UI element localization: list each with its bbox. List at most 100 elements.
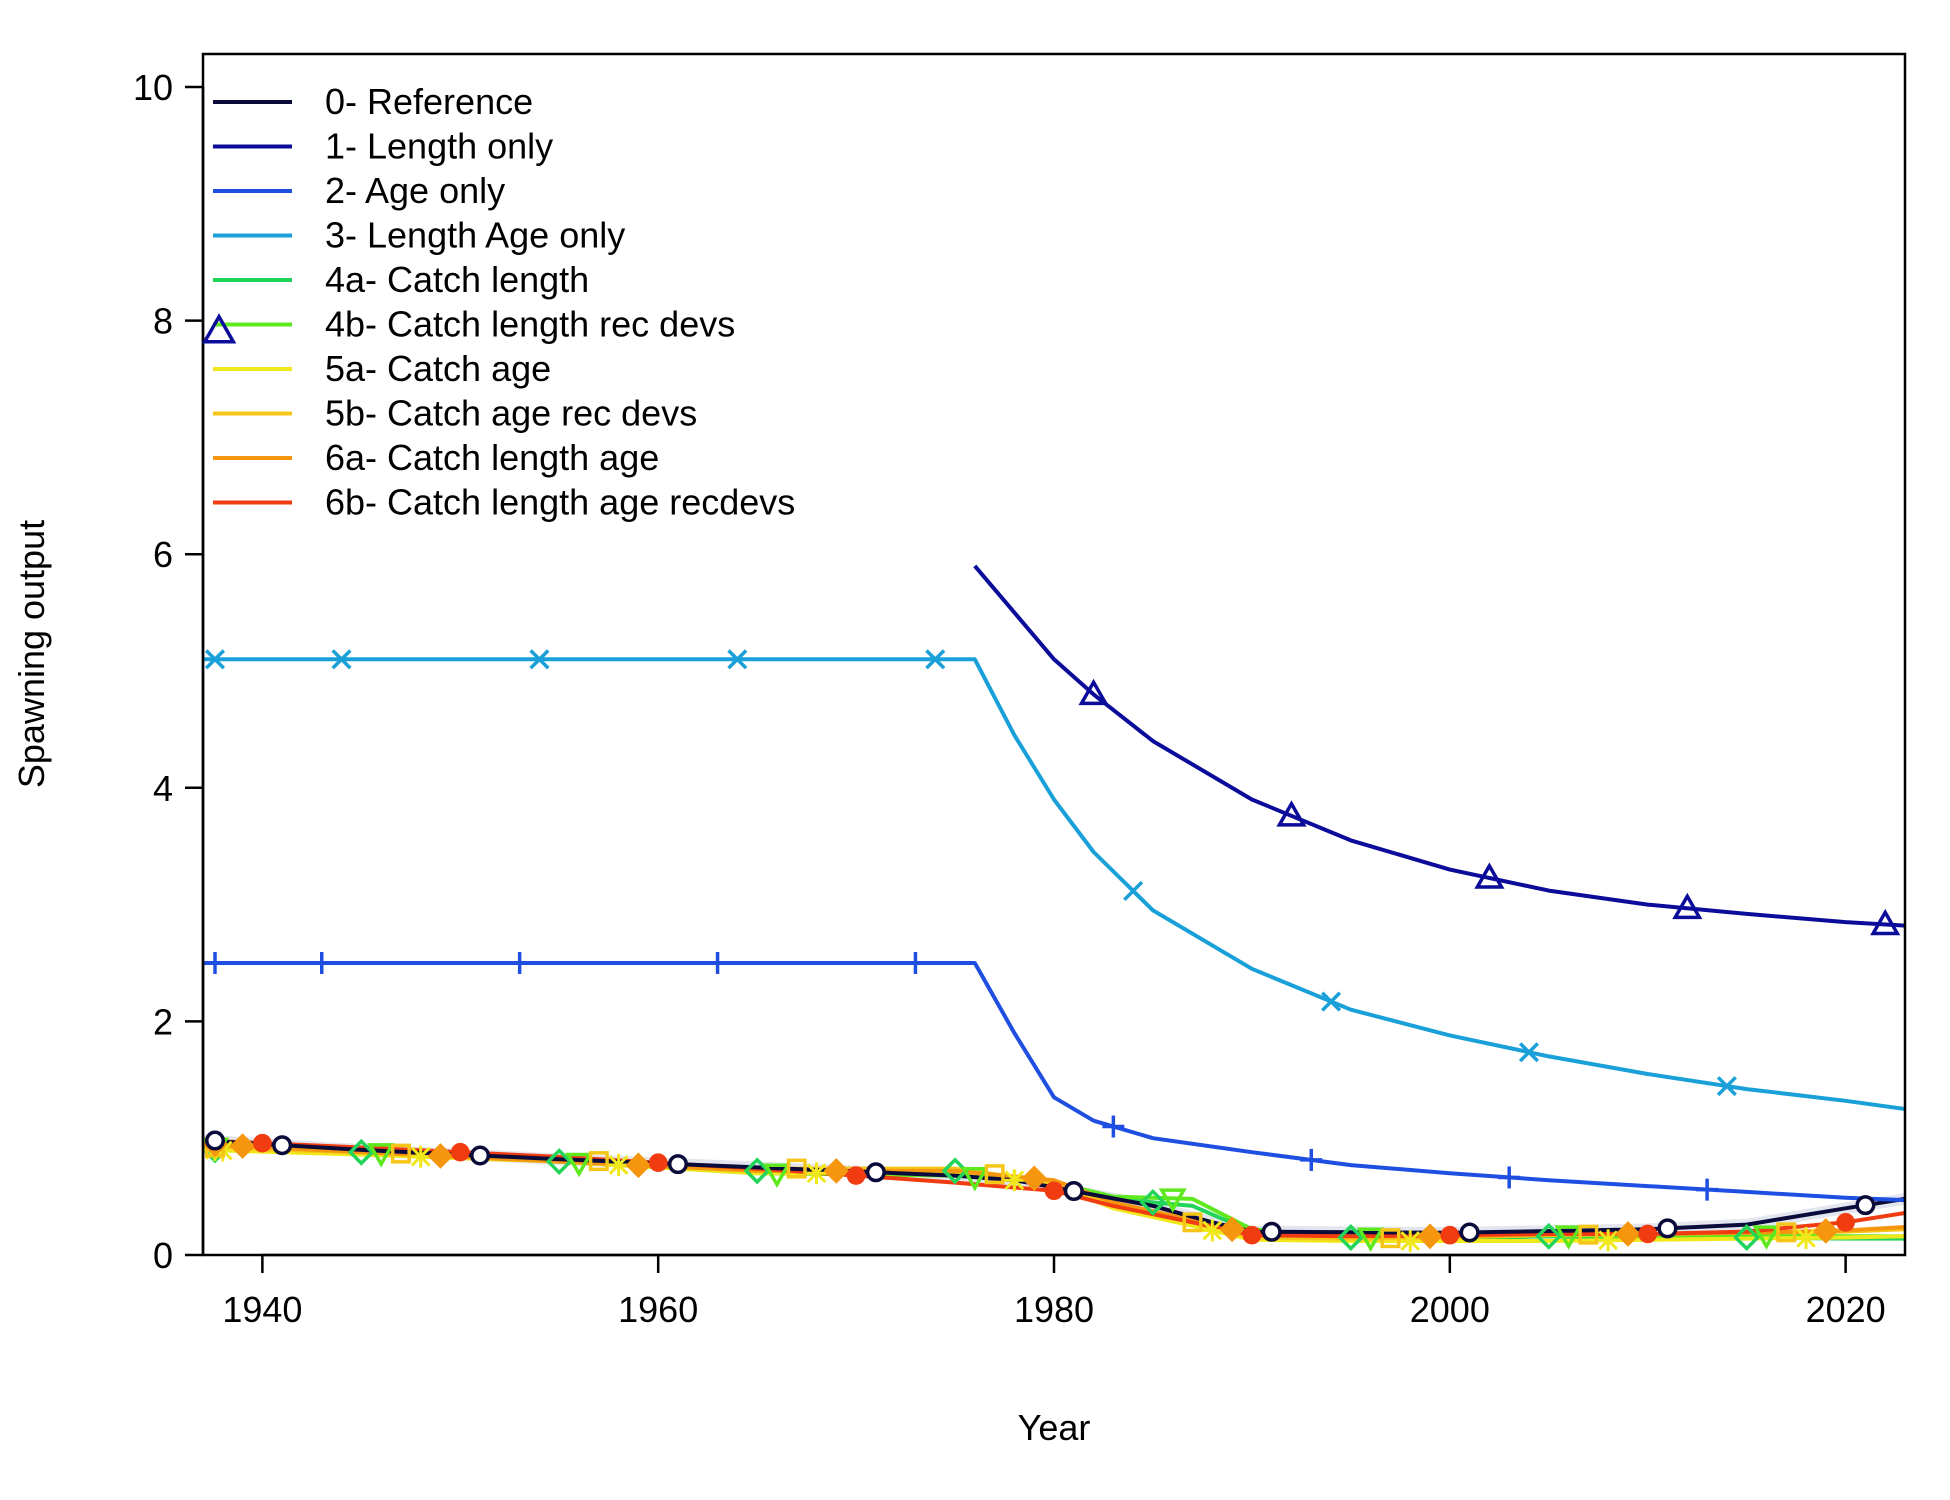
series-line-1-length-only bbox=[973, 564, 1905, 928]
series-marker-0-reference bbox=[470, 1145, 491, 1166]
series-marker-6b-catch-length-age-recdevs bbox=[648, 1153, 668, 1173]
series-marker-4b-catch-length-rec-devs bbox=[762, 1163, 791, 1189]
x-tick-label: 1980 bbox=[1014, 1289, 1094, 1330]
series-marker-6a-catch-length-age bbox=[1021, 1165, 1048, 1192]
series-marker-4a-catch-length bbox=[1337, 1224, 1365, 1251]
series-marker-3-length-age-only-b bbox=[1518, 1042, 1540, 1063]
series-marker-3-length-age-only bbox=[1123, 880, 1144, 902]
series-marker-0-reference bbox=[1063, 1180, 1084, 1201]
series-marker-4a-catch-length bbox=[743, 1157, 771, 1185]
legend-label-6b-catch-length-age-recdevs: 6b- Catch length age recdevs bbox=[325, 482, 795, 523]
series-marker-5b-catch-age-rec-devs bbox=[390, 1143, 411, 1164]
legend-label-0-reference: 0- Reference bbox=[325, 81, 533, 122]
legend-label-4a-catch-length: 4a- Catch length bbox=[325, 259, 589, 300]
series-marker-6b-catch-length-age-recdevs bbox=[253, 1133, 272, 1153]
series-marker-5b-catch-age-rec-devs bbox=[1578, 1224, 1599, 1245]
series-marker-5a-catch-age-b bbox=[1004, 1170, 1025, 1191]
y-tick-label: 2 bbox=[153, 1001, 173, 1042]
series-marker-3-length-age-only-b bbox=[727, 649, 748, 670]
series-marker-4a-catch-length bbox=[545, 1148, 573, 1176]
series-marker-5a-catch-age-b bbox=[1400, 1231, 1421, 1251]
legend-label-5a-catch-age: 5a- Catch age bbox=[325, 348, 551, 389]
series-marker-1-length-only bbox=[1078, 678, 1109, 706]
legend-label-2-age-only: 2- Age only bbox=[325, 170, 505, 211]
series-marker-3-length-age-only bbox=[1518, 1042, 1540, 1063]
series-marker-0-reference bbox=[865, 1162, 886, 1183]
series-marker-6a-catch-length-age bbox=[1813, 1218, 1839, 1244]
series-marker-6b-catch-length-age-recdevs bbox=[846, 1166, 866, 1185]
series-marker-3-length-age-only bbox=[727, 649, 748, 670]
series-marker-5a-catch-age-b bbox=[1202, 1220, 1223, 1241]
series-line-3-length-age-only bbox=[203, 657, 1905, 1111]
y-axis-title: Spawning output bbox=[11, 520, 52, 788]
legend-label-1-length-only: 1- Length only bbox=[325, 126, 553, 167]
series-marker-1-length-only bbox=[1474, 862, 1505, 889]
series-marker-2-age-only bbox=[1102, 1115, 1125, 1138]
series-marker-3-length-age-only-b bbox=[1123, 880, 1144, 902]
series-marker-1-length-only bbox=[1672, 892, 1703, 920]
series-marker-6a-catch-length-age bbox=[1417, 1223, 1443, 1250]
series-line-0-reference bbox=[203, 1138, 1905, 1235]
series-marker-4b-catch-length-rec-devs bbox=[565, 1152, 594, 1178]
series-marker-0-reference bbox=[1261, 1221, 1282, 1242]
series-marker-3-length-age-only bbox=[529, 649, 550, 670]
series-marker-5b-catch-age-rec-devs bbox=[786, 1158, 807, 1179]
marker-layer bbox=[203, 649, 1901, 1253]
series-marker-4b-catch-length-rec-devs bbox=[960, 1166, 989, 1192]
series-marker-0-reference bbox=[272, 1135, 293, 1156]
series-marker-6a-catch-length-age bbox=[625, 1152, 652, 1179]
series-marker-1-length-only bbox=[1870, 908, 1901, 936]
series-marker-6b-catch-length-age-recdevs bbox=[1440, 1225, 1460, 1245]
series-marker-6b-catch-length-age-recdevs bbox=[1638, 1224, 1658, 1244]
axes: 1940 1960 1980 2000 2020 0 2 4 6 8 10 bbox=[133, 67, 1886, 1330]
series-marker-3-length-age-only-b bbox=[925, 649, 946, 670]
series-marker-2-age-only bbox=[204, 952, 226, 974]
series-marker-2-age-only bbox=[904, 952, 927, 974]
series-marker-6b-catch-length-age-recdevs bbox=[1836, 1212, 1855, 1232]
series-marker-5b-catch-age-rec-devs bbox=[1776, 1222, 1797, 1243]
x-tick-label: 2000 bbox=[1410, 1289, 1490, 1330]
series-marker-4a-catch-length bbox=[1733, 1224, 1761, 1251]
series-marker-4b-catch-length-rec-devs bbox=[1554, 1225, 1583, 1250]
series-marker-5b-catch-age-rec-devs bbox=[588, 1151, 609, 1172]
series-marker-2-age-only bbox=[706, 952, 729, 974]
series-marker-0-reference bbox=[1657, 1218, 1678, 1239]
series-marker-5a-catch-age-b bbox=[806, 1163, 827, 1184]
series-marker-6a-catch-length-age bbox=[1219, 1216, 1245, 1243]
series-marker-6a-catch-length-age bbox=[823, 1158, 850, 1184]
series-marker-4b-catch-length-rec-devs bbox=[1356, 1227, 1385, 1253]
series-marker-3-length-age-only bbox=[925, 649, 946, 670]
series-marker-5a-catch-age-b bbox=[608, 1155, 629, 1175]
series-marker-5a-catch-age bbox=[1003, 1169, 1026, 1192]
series-marker-5a-catch-age bbox=[805, 1162, 828, 1185]
series-marker-5a-catch-age bbox=[1399, 1229, 1422, 1252]
series-marker-6b-catch-length-age-recdevs bbox=[450, 1142, 470, 1162]
legend-label-4b-catch-length-rec-devs: 4b- Catch length rec devs bbox=[325, 304, 735, 345]
x-tick-label: 2020 bbox=[1806, 1289, 1886, 1330]
y-tick-label: 0 bbox=[153, 1235, 173, 1276]
series-marker-5b-catch-age-rec-devs bbox=[1182, 1212, 1203, 1233]
legend-label-5b-catch-age-rec-devs: 5b- Catch age rec devs bbox=[325, 393, 697, 434]
series-marker-2-age-only bbox=[1300, 1148, 1323, 1171]
series-marker-6a-catch-length-age bbox=[1615, 1221, 1641, 1247]
series-marker-3-length-age-only bbox=[1321, 991, 1342, 1012]
series-marker-5a-catch-age bbox=[1597, 1229, 1620, 1252]
x-axis-title: Year bbox=[1018, 1407, 1091, 1448]
series-marker-0-reference bbox=[1855, 1195, 1876, 1216]
y-tick-label: 6 bbox=[153, 534, 173, 575]
series-marker-3-length-age-only-b bbox=[1716, 1076, 1737, 1097]
y-tick-label: 8 bbox=[153, 301, 173, 342]
series-marker-0-reference bbox=[667, 1154, 688, 1175]
legend-stray-marker bbox=[201, 313, 237, 344]
series-marker-0-reference bbox=[1459, 1222, 1480, 1243]
series-marker-5b-catch-age-rec-devs bbox=[984, 1164, 1005, 1185]
series-marker-2-age-only bbox=[1696, 1178, 1719, 1201]
series-marker-3-length-age-only-b bbox=[1321, 991, 1342, 1012]
series-marker-5a-catch-age bbox=[1795, 1226, 1818, 1249]
series-marker-2-age-only bbox=[1498, 1166, 1521, 1189]
series-marker-3-length-age-only-b bbox=[331, 649, 352, 670]
legend-label-6a-catch-length-age: 6a- Catch length age bbox=[325, 437, 659, 478]
series-marker-5a-catch-age-b bbox=[1796, 1228, 1816, 1248]
series-marker-4a-catch-length bbox=[1535, 1222, 1563, 1250]
